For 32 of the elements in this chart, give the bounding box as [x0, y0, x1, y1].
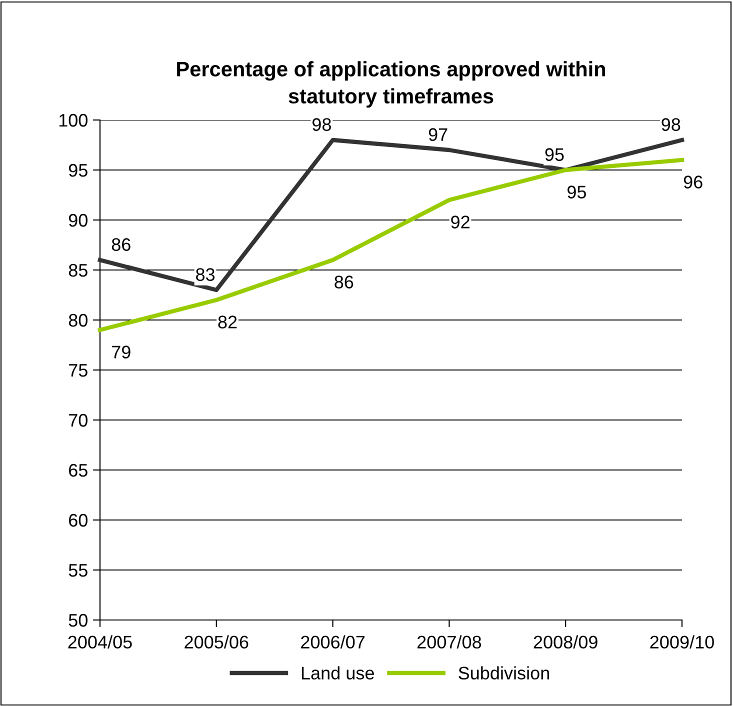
data-label: 97: [428, 128, 448, 141]
y-tick-label: 90: [68, 214, 88, 227]
x-tick-label: 2005/06: [184, 635, 248, 649]
data-label: 92: [451, 216, 470, 228]
x-tick-label: 2009/10: [650, 635, 714, 649]
data-label: 86: [334, 276, 354, 288]
x-tick-label: 2006/07: [301, 635, 365, 649]
data-label: 98: [312, 118, 331, 131]
y-tick-label: 85: [68, 264, 88, 277]
y-tick-label: 50: [68, 614, 88, 627]
chart-title: Percentage of applications approved within statutory timeframes: [177, 61, 606, 108]
x-tick-label: 2007/08: [417, 635, 482, 649]
y-tick-label: 65: [69, 464, 88, 477]
y-tick-label: 70: [69, 414, 88, 427]
data-label: 98: [662, 118, 680, 131]
data-label: 95: [545, 148, 564, 161]
y-tick-label: 55: [68, 564, 88, 577]
y-tick-label: 60: [69, 514, 88, 527]
data-label: 86: [112, 238, 130, 251]
y-tick-label: 100: [59, 114, 88, 127]
y-tick-label: 80: [68, 314, 88, 327]
y-tick-label: 95: [68, 164, 88, 177]
legend-label: Land use: [302, 666, 374, 680]
y-tick-label: 75: [69, 364, 88, 377]
legend-label: Subdivision: [458, 666, 549, 680]
data-label: 79: [112, 346, 130, 358]
x-tick-label: 2008/09: [534, 635, 598, 649]
x-tick-label: 2004/05: [68, 635, 132, 649]
data-label: 82: [218, 316, 237, 328]
data-label: 95: [568, 186, 586, 198]
data-label: 96: [684, 176, 702, 188]
data-label: 83: [196, 268, 215, 281]
